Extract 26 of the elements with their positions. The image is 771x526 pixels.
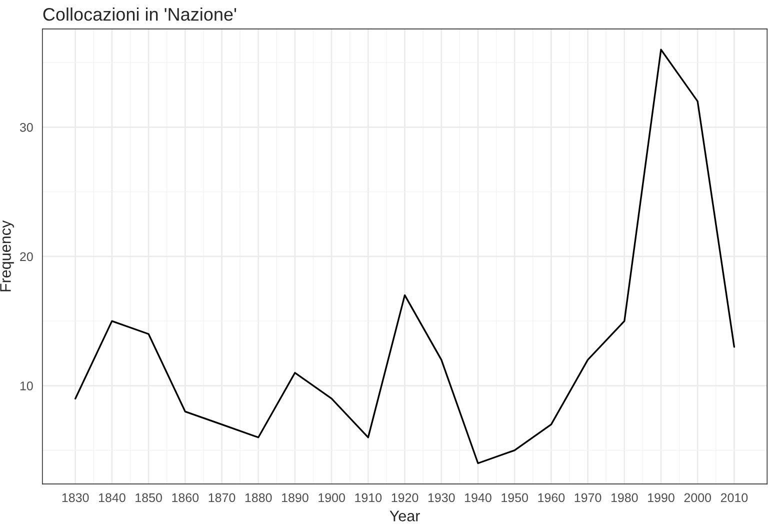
x-tick-label: 1870 xyxy=(208,493,236,502)
x-tick-label: 1970 xyxy=(574,493,602,502)
x-tick-label: 1960 xyxy=(538,493,565,502)
x-tick-label: 1950 xyxy=(502,493,528,502)
x-tick-label: 2000 xyxy=(684,493,712,502)
x-tick-label: 1930 xyxy=(428,493,455,502)
x-tick-label: 1990 xyxy=(648,493,674,502)
y-tick-label: 20 xyxy=(20,252,33,262)
y-tick-label: 10 xyxy=(20,381,33,390)
x-tick-label: 1980 xyxy=(611,493,638,502)
x-tick-label: 1900 xyxy=(318,493,345,502)
x-tick-label: 2010 xyxy=(720,493,748,502)
chart-title: Collocazioni in 'Nazione' xyxy=(43,8,236,21)
x-tick-label: 1910 xyxy=(355,493,382,502)
x-tick-label: 1830 xyxy=(62,493,89,502)
x-tick-label: 1850 xyxy=(136,493,162,502)
x-axis-title: Year xyxy=(390,510,420,522)
x-tick-label: 1920 xyxy=(392,493,418,502)
x-tick-label: 1940 xyxy=(465,493,492,502)
line-series xyxy=(74,48,736,464)
x-tick-label: 1890 xyxy=(282,493,308,502)
x-tick-label: 1860 xyxy=(172,493,199,502)
x-tick-label: 1880 xyxy=(245,493,272,502)
x-tick-label: 1840 xyxy=(99,493,126,502)
y-axis-title: Frequency xyxy=(0,220,14,292)
y-tick-label: 30 xyxy=(20,122,33,132)
